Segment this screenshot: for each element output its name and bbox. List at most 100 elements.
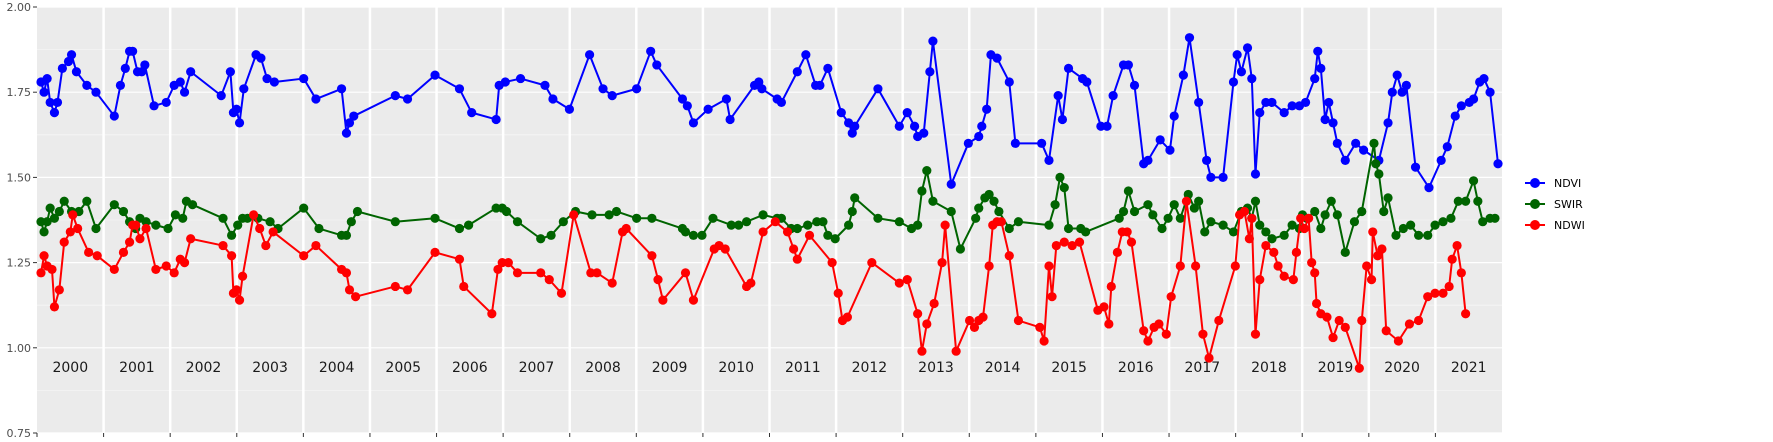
legend-key-marker xyxy=(1530,178,1540,188)
data-point-ndwi xyxy=(1430,288,1440,298)
data-point-ndvi xyxy=(1057,114,1068,125)
data-point-ndwi xyxy=(1413,315,1424,326)
data-point-swir xyxy=(45,203,55,213)
data-point-ndvi xyxy=(1155,135,1165,145)
data-point-ndwi xyxy=(833,288,843,298)
data-point-ndwi xyxy=(1269,247,1279,257)
data-point-ndwi xyxy=(1161,329,1171,339)
data-point-swir xyxy=(536,234,546,244)
data-point-ndvi xyxy=(919,128,929,138)
data-point-swir xyxy=(894,217,904,227)
year-label: 2019 xyxy=(1318,360,1354,376)
data-point-swir xyxy=(163,223,173,234)
data-point-ndwi xyxy=(1099,302,1109,312)
year-label: 2015 xyxy=(1051,360,1087,376)
data-point-ndvi xyxy=(1401,80,1411,90)
data-point-ndvi xyxy=(1436,155,1446,165)
data-point-ndvi xyxy=(128,46,138,56)
data-point-ndvi xyxy=(1143,155,1153,165)
data-point-ndwi xyxy=(299,251,309,261)
data-point-swir xyxy=(604,210,614,220)
data-point-ndvi xyxy=(1010,138,1020,148)
data-point-swir xyxy=(187,200,198,210)
data-point-ndwi xyxy=(647,251,657,261)
data-point-ndvi xyxy=(902,108,912,118)
data-point-swir xyxy=(501,206,512,217)
data-point-ndwi xyxy=(487,309,497,319)
data-point-ndvi xyxy=(1332,138,1342,148)
data-point-swir xyxy=(922,165,932,176)
data-point-ndwi xyxy=(746,278,756,288)
data-point-ndwi xyxy=(827,258,837,268)
data-point-ndwi xyxy=(84,247,94,257)
data-point-ndvi xyxy=(1218,172,1228,182)
data-point-ndvi xyxy=(1165,145,1175,155)
data-point-swir xyxy=(1423,230,1433,240)
data-point-ndwi xyxy=(842,312,852,322)
data-point-ndwi xyxy=(917,346,927,356)
data-point-swir xyxy=(971,213,981,223)
data-point-swir xyxy=(928,196,938,206)
data-point-swir xyxy=(1267,234,1277,244)
data-point-swir xyxy=(913,220,923,230)
data-point-ndvi xyxy=(234,118,245,128)
data-point-ndvi xyxy=(341,128,352,138)
data-point-ndvi xyxy=(120,63,130,73)
data-point-ndwi xyxy=(402,285,413,295)
data-point-ndwi xyxy=(1230,261,1240,271)
year-label: 2005 xyxy=(385,360,421,376)
data-point-ndwi xyxy=(592,268,602,278)
data-point-swir xyxy=(741,217,752,227)
year-label: 2003 xyxy=(252,360,288,376)
data-point-swir xyxy=(946,206,956,217)
data-point-swir xyxy=(178,213,188,223)
data-point-swir xyxy=(546,230,556,240)
data-point-swir xyxy=(265,217,275,227)
data-point-ndwi xyxy=(186,234,196,244)
data-point-swir xyxy=(844,220,854,230)
data-point-ndwi xyxy=(1357,315,1367,326)
data-point-ndvi xyxy=(977,121,987,131)
data-point-ndwi xyxy=(1067,240,1077,251)
data-point-swir xyxy=(1398,223,1408,234)
data-point-swir xyxy=(1250,196,1261,206)
data-point-swir xyxy=(734,220,744,230)
data-point-ndwi xyxy=(227,251,237,261)
data-point-ndvi xyxy=(1328,118,1338,128)
data-point-ndvi xyxy=(1450,111,1460,121)
data-point-ndwi xyxy=(1122,227,1132,237)
grid-layer xyxy=(37,6,1502,434)
data-point-ndvi xyxy=(928,36,938,46)
legend-key-marker xyxy=(1530,220,1540,230)
data-point-ndwi xyxy=(1362,261,1372,271)
data-point-ndwi xyxy=(1126,237,1137,247)
data-point-ndvi xyxy=(1053,91,1063,101)
year-label: 2000 xyxy=(52,360,88,376)
data-point-swir xyxy=(454,223,465,234)
data-point-ndvi xyxy=(974,131,984,142)
year-label: 2004 xyxy=(319,360,355,376)
data-point-ndwi xyxy=(621,223,631,234)
data-point-ndvi xyxy=(598,84,608,94)
data-point-ndwi xyxy=(658,295,668,305)
data-point-ndwi xyxy=(1139,326,1149,336)
data-point-swir xyxy=(873,213,883,223)
data-point-ndwi xyxy=(1423,292,1433,302)
data-point-swir xyxy=(1129,206,1140,217)
data-point-ndvi xyxy=(256,53,266,63)
data-point-swir xyxy=(1118,206,1129,217)
data-point-ndvi xyxy=(1310,73,1320,84)
data-point-ndwi xyxy=(1368,227,1378,237)
data-point-swir xyxy=(1114,213,1124,223)
y-tick-label: 1.75 xyxy=(7,86,32,99)
data-point-ndvi xyxy=(1351,138,1361,148)
data-point-ndvi xyxy=(1410,162,1421,172)
data-point-swir xyxy=(1468,176,1479,186)
data-point-ndwi xyxy=(261,240,271,251)
data-point-ndvi xyxy=(109,111,119,121)
year-label: 2010 xyxy=(718,360,754,376)
data-point-ndwi xyxy=(512,268,523,278)
data-point-ndvi xyxy=(344,118,355,128)
data-point-swir xyxy=(1446,213,1456,223)
data-point-ndvi xyxy=(115,80,126,90)
